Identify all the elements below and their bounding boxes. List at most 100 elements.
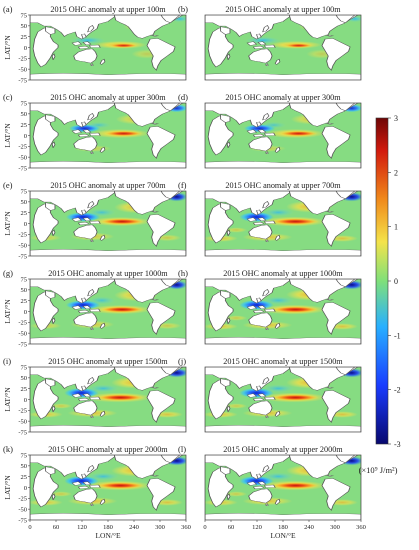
- y-tick-label: 0: [24, 133, 27, 140]
- y-tick-label: -25: [18, 320, 27, 327]
- colorbar-tick-label: 1: [394, 223, 398, 232]
- y-tick-label: 0: [24, 221, 27, 228]
- y-tick-label: 75: [21, 188, 28, 195]
- y-tick-label: 0: [24, 397, 27, 404]
- x-tick-label: 300: [155, 524, 165, 531]
- x-tick-label: 240: [129, 524, 139, 531]
- panel-title: 2015 OHC anomaly at upper 2000m: [48, 445, 168, 454]
- y-tick-label: -75: [18, 429, 27, 436]
- y-tick-label: 0: [24, 45, 27, 52]
- x-tick-label: 300: [330, 524, 340, 531]
- panel-label: (k): [3, 444, 13, 454]
- colorbar-tick-label: 2: [394, 168, 398, 177]
- panel-label: (l): [178, 444, 186, 454]
- x-tick-label: 0: [28, 524, 31, 531]
- y-tick-label: 75: [21, 12, 28, 19]
- map-panel: (f) 2015 OHC anomaly at upper 700m: [178, 180, 362, 257]
- x-tick-label: 180: [103, 524, 113, 531]
- panel-title: 2015 OHC anomaly at upper 2000m: [223, 445, 343, 454]
- panel-title: 2015 OHC anomaly at upper 300m: [225, 93, 341, 102]
- y-tick-label: -75: [18, 165, 27, 172]
- panel-label: (e): [3, 180, 13, 190]
- y-tick-label: 25: [21, 34, 28, 41]
- panel-title: 2015 OHC anomaly at upper 100m: [225, 5, 341, 14]
- panel-label: (h): [178, 268, 188, 278]
- y-tick-label: 50: [21, 199, 28, 206]
- y-tick-label: 50: [21, 375, 28, 382]
- x-tick-label: 240: [304, 524, 314, 531]
- y-tick-label: -25: [18, 56, 27, 63]
- colorbar-tick-label: -2: [394, 386, 401, 395]
- panel-frame: [204, 14, 362, 81]
- map-panel: (k) 2015 OHC anomaly at upper 2000m 75 50 25…: [3, 444, 191, 540]
- panel-frame: [204, 102, 362, 169]
- x-tick-label: 360: [356, 524, 366, 531]
- y-tick-label: -25: [18, 496, 27, 503]
- y-tick-label: 75: [21, 276, 28, 283]
- y-tick-label: 75: [21, 452, 28, 459]
- y-tick-label: -50: [18, 419, 27, 426]
- y-tick-label: -75: [18, 77, 27, 84]
- x-axis-label: LON/°E: [95, 531, 120, 540]
- y-tick-label: 25: [21, 386, 28, 393]
- colorbar-tick-label: 3: [394, 114, 398, 123]
- y-tick-label: 75: [21, 100, 28, 107]
- y-tick-label: -50: [18, 243, 27, 250]
- panel-frame: [204, 278, 362, 345]
- panel-frame: [204, 366, 362, 433]
- x-tick-label: 180: [278, 524, 288, 531]
- y-tick-label: 50: [21, 111, 28, 118]
- panel-title: 2015 OHC anomaly at upper 300m: [50, 93, 166, 102]
- map-panel: (e) 2015 OHC anomaly at upper 700m 75 50 25 0…: [3, 180, 187, 260]
- panel-label: (f): [178, 180, 187, 190]
- y-tick-label: 0: [24, 485, 27, 492]
- map-panel: (l) 2015 OHC anomaly at upper 2000m 0 60 120…: [178, 444, 366, 540]
- colorbar: 3 2 1 0 -1 -2 -3 (×10⁹ J/m²): [359, 114, 401, 475]
- map-panel: (a) 2015 OHC anomaly at upper 100m 75 50 25 0…: [3, 4, 187, 84]
- panel-frame: [204, 190, 362, 257]
- panel-title: 2015 OHC anomaly at upper 1500m: [223, 357, 343, 366]
- panel-title: 2015 OHC anomaly at upper 700m: [50, 181, 166, 190]
- y-tick-label: 25: [21, 474, 28, 481]
- panel-label: (j): [178, 356, 186, 366]
- y-tick-label: 25: [21, 298, 28, 305]
- panel-title: 2015 OHC anomaly at upper 700m: [225, 181, 341, 190]
- y-axis-label: LAT/°N: [3, 211, 12, 236]
- x-tick-label: 60: [53, 524, 60, 531]
- y-axis-label: LAT/°N: [3, 123, 12, 148]
- colorbar-tick-label: -3: [394, 440, 401, 449]
- map-panel: (c) 2015 OHC anomaly at upper 300m 75 50 25 0…: [3, 92, 187, 172]
- x-tick-label: 60: [228, 524, 235, 531]
- panel-label: (a): [3, 4, 13, 14]
- map-panel: (j) 2015 OHC anomaly at upper 1500m: [178, 356, 362, 433]
- y-tick-label: 25: [21, 122, 28, 129]
- colorbar-tick-label: 0: [394, 277, 398, 286]
- y-tick-label: -25: [18, 144, 27, 151]
- panel-label: (d): [178, 92, 188, 102]
- y-axis-label: LAT/°N: [3, 299, 12, 324]
- map-panel: (b) 2015 OHC anomaly at upper 100m: [178, 4, 362, 81]
- panel-label: (g): [3, 268, 13, 278]
- panel-label: (b): [178, 4, 188, 14]
- y-tick-label: 50: [21, 287, 28, 294]
- y-tick-label: 25: [21, 210, 28, 217]
- y-tick-label: -75: [18, 517, 27, 524]
- y-tick-label: -75: [18, 253, 27, 260]
- map-panel: (h) 2015 OHC anomaly at upper 1000m: [178, 268, 362, 345]
- y-tick-label: 0: [24, 309, 27, 316]
- y-tick-label: -25: [18, 408, 27, 415]
- y-tick-label: -50: [18, 507, 27, 514]
- x-tick-label: 120: [252, 524, 262, 531]
- x-tick-label: 360: [181, 524, 191, 531]
- map-panel: (g) 2015 OHC anomaly at upper 1000m 75 50 25…: [3, 268, 187, 348]
- y-tick-label: -75: [18, 341, 27, 348]
- y-tick-label: -50: [18, 67, 27, 74]
- map-panel: (d) 2015 OHC anomaly at upper 300m: [178, 92, 362, 169]
- x-axis-label: LON/°E: [270, 531, 295, 540]
- y-tick-label: 50: [21, 23, 28, 30]
- x-tick-label: 0: [203, 524, 206, 531]
- panel-title: 2015 OHC anomaly at upper 1500m: [48, 357, 168, 366]
- panel-title: 2015 OHC anomaly at upper 1000m: [223, 269, 343, 278]
- panel-label: (c): [3, 92, 13, 102]
- y-axis-label: LAT/°N: [3, 387, 12, 412]
